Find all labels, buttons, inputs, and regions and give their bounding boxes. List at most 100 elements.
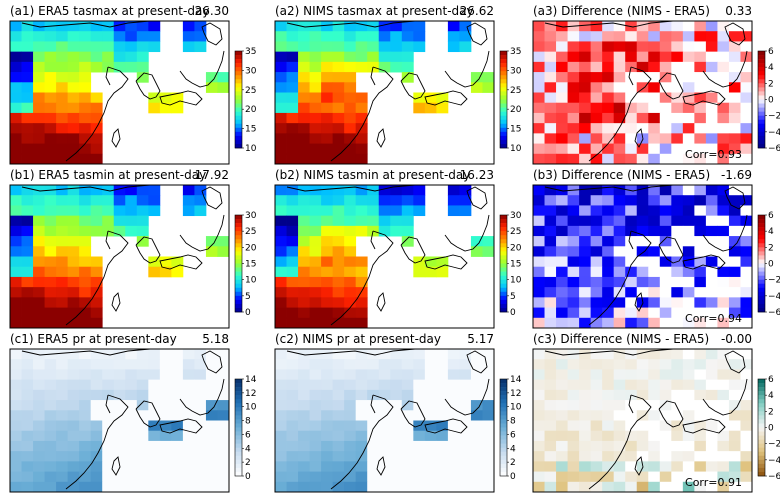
grid-cell xyxy=(148,430,161,442)
grid-cell xyxy=(321,317,334,329)
grid-cell xyxy=(148,471,161,483)
grid-cell xyxy=(67,379,80,391)
correlation-label: Corr=0.94 xyxy=(685,312,742,325)
grid-cell xyxy=(447,369,460,381)
grid-cell xyxy=(367,369,380,381)
colorbar-segment xyxy=(500,283,507,289)
grid-cell xyxy=(579,112,592,124)
grid-cell xyxy=(286,143,299,155)
grid-cell xyxy=(332,359,345,370)
grid-cell xyxy=(275,420,287,432)
grid-cell xyxy=(625,256,638,268)
colorbar-tick-label: 10 xyxy=(510,144,522,154)
grid-cell xyxy=(321,256,334,268)
grid-cell xyxy=(182,461,195,472)
grid-cell xyxy=(740,379,753,391)
grid-cell xyxy=(390,31,403,42)
grid-cell xyxy=(10,410,22,421)
colorbar-segment xyxy=(500,403,507,408)
grid-cell xyxy=(79,481,92,493)
grid-cell xyxy=(533,153,545,165)
grid-cell xyxy=(21,440,34,452)
grid-cell xyxy=(717,51,730,63)
grid-cell xyxy=(148,205,161,217)
grid-cell xyxy=(590,430,603,442)
colorbar-frame xyxy=(499,378,508,477)
grid-cell xyxy=(159,451,172,462)
grid-cell xyxy=(56,410,69,421)
colorbar-segment xyxy=(758,135,765,141)
grid-cell xyxy=(682,359,695,370)
grid-cell xyxy=(136,195,149,206)
grid-cell xyxy=(533,51,545,63)
grid-cell xyxy=(171,471,184,483)
colorbar-segment xyxy=(235,259,242,264)
grid-cell xyxy=(625,92,638,104)
grid-cell xyxy=(344,123,357,134)
grid-cell xyxy=(344,359,357,370)
grid-cell xyxy=(332,102,345,114)
grid-cell xyxy=(390,481,403,493)
grid-cell xyxy=(90,266,103,278)
coastline-path xyxy=(135,72,161,100)
coastline-path xyxy=(400,72,426,100)
grid-cell xyxy=(67,51,80,63)
grid-cell xyxy=(321,133,334,144)
grid-cell xyxy=(44,410,57,421)
grid-cell xyxy=(556,153,568,165)
grid-cell xyxy=(309,379,322,391)
grid-cell xyxy=(728,359,741,370)
grid-cell xyxy=(205,72,218,83)
grid-cell xyxy=(10,246,22,257)
grid-cell xyxy=(659,61,672,73)
grid-cell xyxy=(275,225,287,237)
grid-cell xyxy=(544,185,557,196)
colorbar-tick-label: 5 xyxy=(245,292,251,302)
colorbar-tick-label: 0 xyxy=(510,308,516,318)
grid-cell xyxy=(355,276,368,288)
grid-cell xyxy=(556,461,568,472)
grid-cell xyxy=(682,51,695,63)
grid-cell xyxy=(113,31,126,42)
grid-cell xyxy=(44,102,57,114)
grid-cell xyxy=(275,61,287,73)
grid-cell xyxy=(579,205,592,217)
map-frame xyxy=(532,348,753,493)
colorbar-segment xyxy=(500,215,507,220)
grid-cell xyxy=(705,369,718,381)
grid-cell xyxy=(79,307,92,319)
grid-cell xyxy=(671,82,684,93)
grid-cell xyxy=(740,143,753,155)
grid-cell xyxy=(321,225,334,237)
grid-cell xyxy=(625,461,638,472)
grid-cell xyxy=(613,82,626,93)
grid-cell xyxy=(579,430,592,442)
grid-cell xyxy=(113,359,126,370)
grid-cell xyxy=(298,256,310,268)
grid-cell xyxy=(401,430,414,442)
grid-cell xyxy=(56,225,69,237)
colorbar-tick-label: 15 xyxy=(245,260,256,270)
grid-cell xyxy=(424,369,437,381)
colorbar-tick-label: 4 xyxy=(768,391,774,401)
colorbar-segment xyxy=(500,51,507,56)
grid-cell xyxy=(602,123,615,134)
colorbar-segment xyxy=(758,307,765,313)
grid-cell xyxy=(113,195,126,206)
grid-cell xyxy=(590,61,603,73)
grid-cell xyxy=(125,440,138,452)
grid-cell xyxy=(148,440,161,452)
grid-cell xyxy=(286,195,299,206)
grid-cell xyxy=(344,410,357,421)
grid-cell xyxy=(544,369,557,381)
grid-cell xyxy=(659,266,672,278)
grid-cell xyxy=(636,92,649,104)
grid-cell xyxy=(717,143,730,155)
map-frame xyxy=(9,20,230,165)
grid-cell xyxy=(321,471,334,483)
grid-cell xyxy=(401,205,414,217)
grid-cell xyxy=(544,307,557,319)
colorbar-tick-label: 0 xyxy=(245,472,251,482)
map-frame xyxy=(9,184,230,329)
